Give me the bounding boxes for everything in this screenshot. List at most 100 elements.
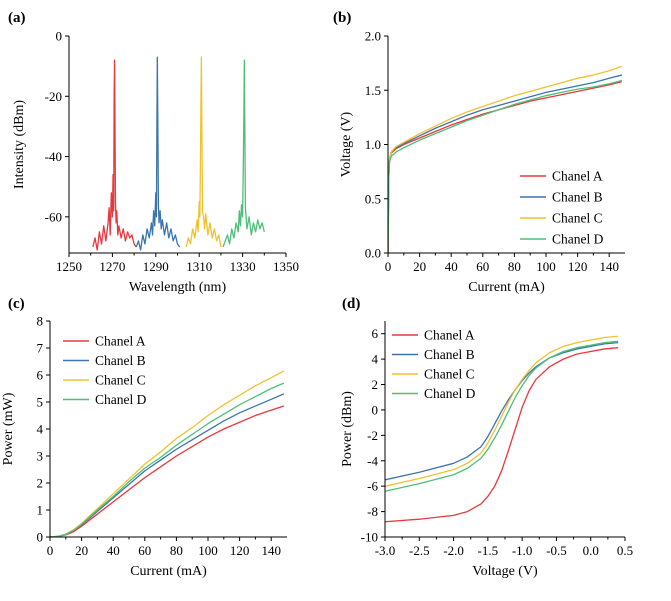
x-tick-label: 120 — [568, 259, 588, 274]
y-tick-label: 4 — [372, 352, 379, 367]
series-chanel-c — [385, 335, 619, 487]
x-tick-label: 60 — [476, 259, 489, 274]
y-axis-title: Intensity (dBm) — [12, 100, 27, 189]
x-axis-title: Wavelength (nm) — [129, 280, 227, 295]
series-chanel-a — [92, 59, 137, 251]
legend-label: Chanel A — [424, 328, 475, 343]
y-tick-label: -60 — [45, 209, 62, 224]
x-axis-title: Voltage (V) — [472, 564, 538, 579]
x-axis-title: Current (mA) — [130, 564, 207, 579]
y-tick-label: 0 — [372, 402, 379, 417]
x-tick-label: 1310 — [186, 259, 212, 274]
y-tick-label: 6 — [37, 368, 44, 383]
series-chanel-a — [385, 347, 619, 523]
x-tick-label: 0.5 — [617, 543, 633, 558]
panel-b: (b) 0 20 40 60 80 100 120 140 0.0 0.5 1.0 1.5 2.0 Curr… — [333, 10, 625, 295]
y-tick-label: 3 — [37, 449, 44, 464]
y-tick-label: 5 — [37, 395, 44, 410]
series-group — [92, 56, 265, 251]
legend-label: Chanel D — [424, 386, 476, 401]
x-tick-label: 1330 — [230, 259, 256, 274]
y-tick-label: 4 — [37, 422, 44, 437]
panel-label: (a) — [8, 10, 26, 26]
x-tick-label: 80 — [508, 259, 521, 274]
series-group — [388, 65, 623, 253]
y-tick-label: -40 — [45, 149, 62, 164]
x-tick-label: -3.0 — [375, 543, 396, 558]
panel-c: (c) 0 20 40 60 80 100 120 140 0 1 2 3 4 5 6 7 8 Current (m… — [1, 296, 287, 579]
y-tick-label: -8 — [367, 504, 378, 519]
legend-label: Chanel A — [95, 334, 146, 349]
x-tick-label: -1.0 — [512, 543, 533, 558]
legend-label: Chanel C — [95, 373, 146, 388]
x-tick-label: 100 — [536, 259, 556, 274]
panel-label: (d) — [342, 296, 360, 312]
panel-label: (b) — [333, 10, 351, 26]
x-axis-title: Current (mA) — [468, 280, 545, 295]
series-chanel-c — [388, 65, 623, 253]
y-tick-label: 6 — [372, 326, 379, 341]
series-chanel-d — [222, 59, 265, 248]
series-chanel-b — [388, 74, 623, 253]
legend-label: Chanel C — [424, 367, 475, 382]
series-group — [385, 335, 619, 523]
series-chanel-b — [135, 56, 181, 251]
x-tick-label: -0.5 — [546, 543, 567, 558]
panel-d: (d) -3.0 -2.5 -2.0 -1.5 -1.0 -0.5 0.0 0.5 -10 -8 -6… — [340, 296, 633, 579]
series-chanel-c — [50, 370, 285, 537]
y-tick-label: 7 — [37, 341, 44, 356]
x-tick-label: 40 — [445, 259, 458, 274]
y-tick-label: -6 — [367, 479, 378, 494]
legend: Chanel A Chanel B Chanel C Chanel D — [520, 169, 604, 247]
y-tick-label: 2 — [372, 377, 379, 392]
y-tick-label: -2 — [367, 428, 378, 443]
y-tick-label: 1.5 — [365, 83, 381, 98]
y-tick-label: 1 — [37, 503, 44, 518]
y-axis-title: Power (mW) — [1, 392, 16, 465]
y-tick-label: 0 — [56, 29, 63, 44]
x-tick-label: 60 — [138, 543, 151, 558]
y-tick-label: -4 — [367, 453, 378, 468]
legend-label: Chanel A — [552, 169, 603, 184]
y-axis-title: Voltage (V) — [339, 111, 354, 177]
series-chanel-b — [385, 341, 619, 481]
x-tick-label: 120 — [230, 543, 250, 558]
y-tick-label: 2 — [37, 476, 44, 491]
x-tick-label: -2.0 — [443, 543, 464, 558]
series-group — [50, 370, 285, 537]
legend-label: Chanel C — [552, 211, 603, 226]
legend: Chanel A Chanel B Chanel C Chanel D — [392, 328, 476, 401]
legend-label: Chanel D — [552, 232, 604, 247]
series-chanel-d — [385, 340, 619, 492]
x-tick-label: 140 — [261, 543, 281, 558]
series-chanel-c — [185, 56, 222, 248]
x-tick-label: 1290 — [143, 259, 169, 274]
x-tick-label: 1270 — [99, 259, 125, 274]
series-chanel-a — [388, 80, 623, 253]
y-tick-label: 0 — [37, 530, 44, 545]
x-tick-label: 40 — [107, 543, 120, 558]
series-chanel-d — [50, 382, 285, 537]
x-tick-label: 1250 — [56, 259, 82, 274]
y-tick-label: 1.0 — [365, 137, 381, 152]
x-tick-label: -2.5 — [409, 543, 430, 558]
series-chanel-a — [50, 405, 285, 537]
x-tick-label: 1350 — [273, 259, 299, 274]
x-tick-label: 0.0 — [583, 543, 599, 558]
y-tick-label: 8 — [37, 314, 44, 329]
series-chanel-d — [388, 79, 623, 253]
x-tick-label: 140 — [599, 259, 619, 274]
panel-a: (a) 1250 1270 1290 1310 1330 1350 0 -20 -40 -60 Wav… — [8, 10, 299, 295]
legend-label: Chanel B — [552, 190, 603, 205]
y-tick-label: 0.5 — [365, 191, 381, 206]
y-tick-label: 2.0 — [365, 29, 381, 44]
y-axis-title: Power (dBm) — [340, 391, 355, 467]
legend: Chanel A Chanel B Chanel C Chanel D — [63, 334, 147, 407]
x-tick-label: 80 — [170, 543, 183, 558]
x-tick-label: 0 — [385, 259, 392, 274]
series-chanel-b — [50, 393, 285, 537]
x-tick-label: 100 — [198, 543, 218, 558]
y-tick-label: 0.0 — [365, 246, 381, 261]
x-tick-label: 20 — [75, 543, 88, 558]
y-tick-label: -10 — [361, 530, 378, 545]
